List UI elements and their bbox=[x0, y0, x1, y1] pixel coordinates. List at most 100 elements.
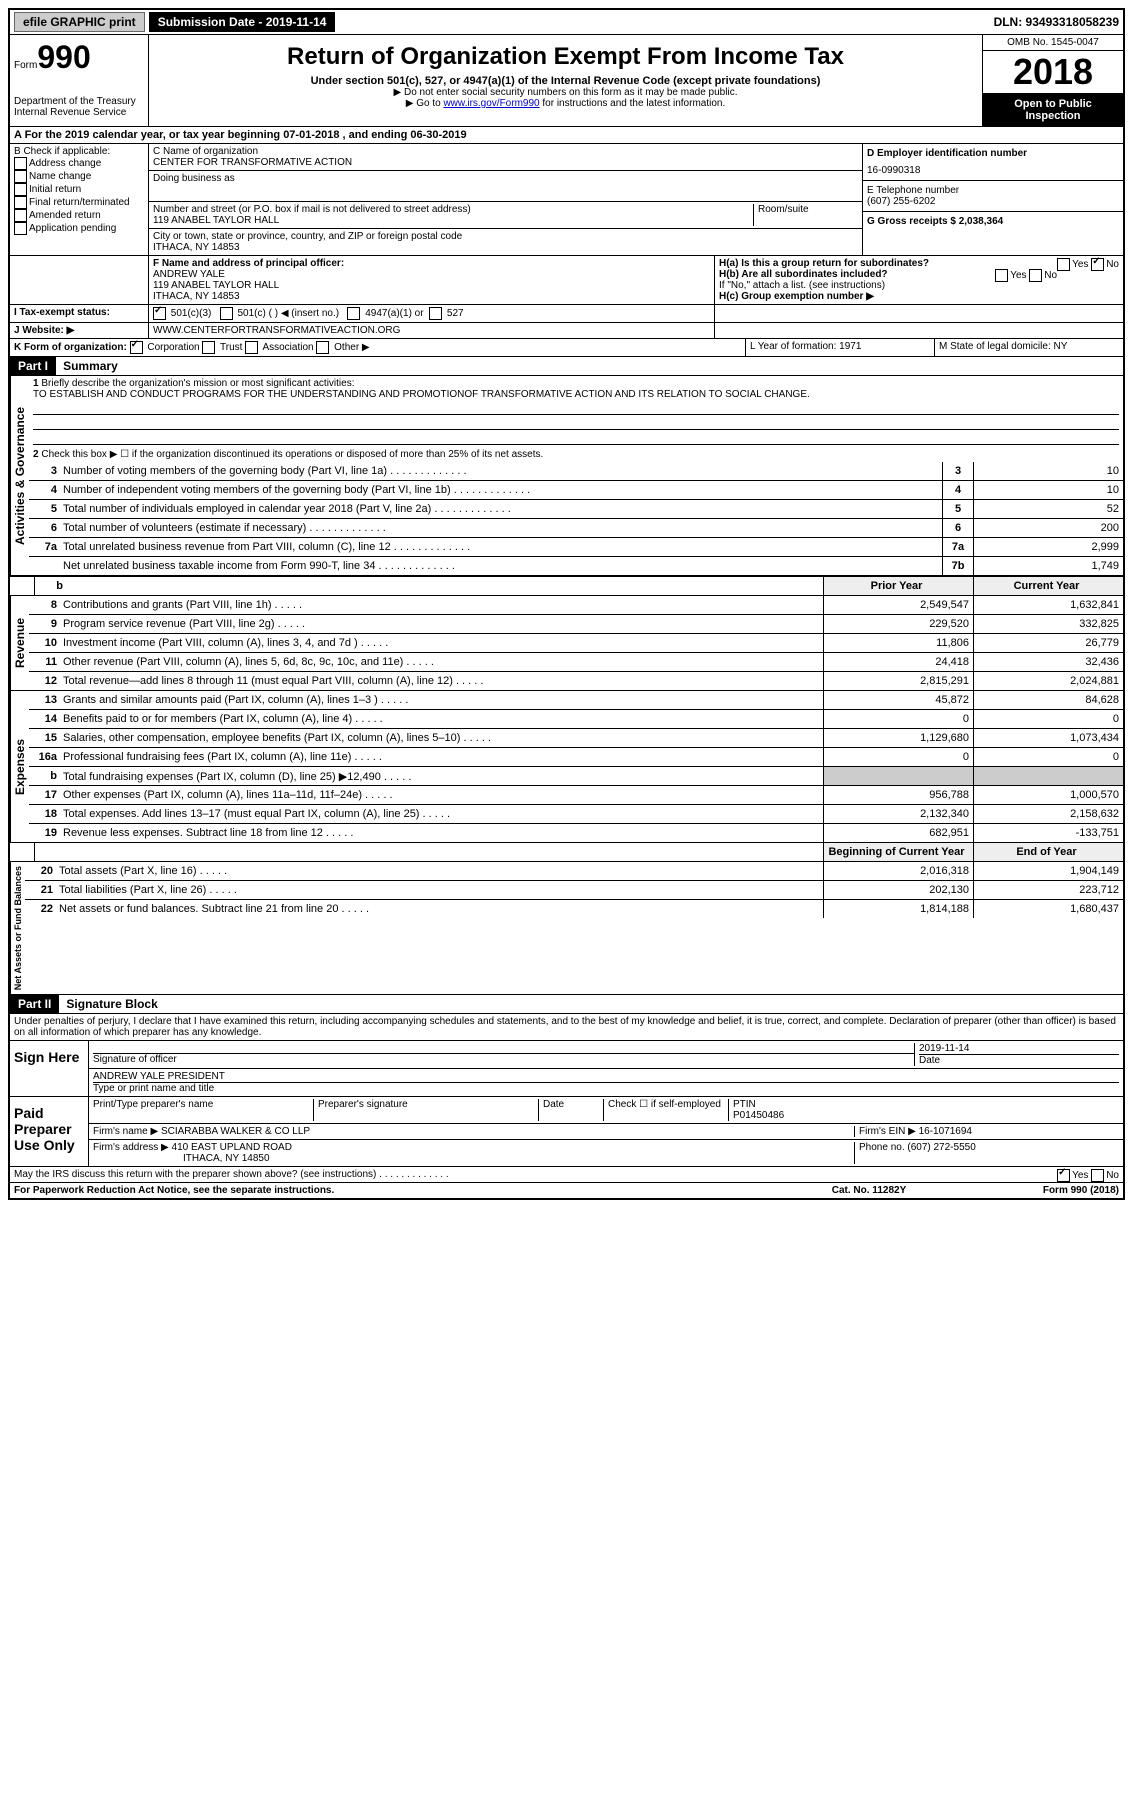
officer-name-title: ANDREW YALE PRESIDENT bbox=[93, 1071, 1119, 1082]
street-label: Number and street (or P.O. box if mail i… bbox=[153, 204, 749, 215]
website-value: WWW.CENTERFORTRANSFORMATIVEACTION.ORG bbox=[149, 323, 714, 338]
vert-revenue: Revenue bbox=[10, 596, 29, 690]
col-b-label: B Check if applicable: bbox=[14, 146, 144, 157]
efile-button[interactable]: efile GRAPHIC print bbox=[14, 12, 145, 32]
org-name: CENTER FOR TRANSFORMATIVE ACTION bbox=[153, 157, 858, 168]
year-formation: L Year of formation: 1971 bbox=[745, 339, 934, 356]
discuss-no[interactable] bbox=[1091, 1169, 1104, 1182]
paperwork-notice: For Paperwork Reduction Act Notice, see … bbox=[14, 1185, 769, 1196]
ha-no[interactable] bbox=[1091, 258, 1104, 271]
net-assets-section: Net Assets or Fund Balances 20Total asse… bbox=[10, 862, 1123, 995]
officer-label: F Name and address of principal officer: bbox=[153, 258, 710, 269]
officer-addr2: ITHACA, NY 14853 bbox=[153, 291, 710, 302]
hb-note: If "No," attach a list. (see instruction… bbox=[719, 280, 1119, 291]
perjury-declaration: Under penalties of perjury, I declare th… bbox=[10, 1014, 1123, 1041]
revenue-section: Revenue 8Contributions and grants (Part … bbox=[10, 596, 1123, 691]
col-c: C Name of organization CENTER FOR TRANSF… bbox=[149, 144, 862, 255]
top-bar: efile GRAPHIC print Submission Date - 20… bbox=[10, 10, 1123, 35]
city-value: ITHACA, NY 14853 bbox=[153, 242, 858, 253]
trust-check[interactable] bbox=[202, 341, 215, 354]
prep-date-label: Date bbox=[539, 1099, 604, 1121]
begin-year-hdr: Beginning of Current Year bbox=[823, 843, 973, 861]
cat-no: Cat. No. 11282Y bbox=[769, 1185, 969, 1196]
corp-check[interactable] bbox=[130, 341, 143, 354]
state-domicile: M State of legal domicile: NY bbox=[934, 339, 1123, 356]
officer-name: ANDREW YALE bbox=[153, 269, 710, 280]
form-version: Form 990 (2018) bbox=[969, 1185, 1119, 1196]
form-number: 990 bbox=[37, 39, 90, 75]
ha-yes[interactable] bbox=[1057, 258, 1070, 271]
assoc-check[interactable] bbox=[245, 341, 258, 354]
ein-label: D Employer identification number bbox=[867, 148, 1119, 159]
tax-year: 2018 bbox=[983, 51, 1123, 94]
ein-value: 16-0990318 bbox=[867, 165, 1119, 176]
form-title: Return of Organization Exempt From Incom… bbox=[153, 43, 978, 71]
public-inspection: Open to Public Inspection bbox=[983, 94, 1123, 126]
submission-date: Submission Date - 2019-11-14 bbox=[149, 12, 336, 32]
vert-expenses: Expenses bbox=[10, 691, 29, 842]
current-year-hdr: Current Year bbox=[973, 577, 1123, 595]
instructions-note: ▶ Go to www.irs.gov/Form990 for instruct… bbox=[153, 98, 978, 109]
form-subtitle: Under section 501(c), 527, or 4947(a)(1)… bbox=[153, 75, 978, 87]
col-b: B Check if applicable: Address change Na… bbox=[10, 144, 149, 255]
mission-text: TO ESTABLISH AND CONDUCT PROGRAMS FOR TH… bbox=[33, 389, 1119, 400]
dept-treasury: Department of the Treasury bbox=[14, 96, 144, 107]
self-employed-check[interactable]: Check ☐ if self-employed bbox=[604, 1099, 729, 1121]
501c3-check[interactable] bbox=[153, 307, 166, 320]
date-label: Date bbox=[919, 1054, 1119, 1066]
omb-number: OMB No. 1545-0047 bbox=[983, 35, 1123, 51]
prep-sig-label: Preparer's signature bbox=[314, 1099, 539, 1121]
address-change-check[interactable] bbox=[14, 157, 27, 170]
app-pending-check[interactable] bbox=[14, 222, 27, 235]
row-k: K Form of organization: Corporation Trus… bbox=[10, 339, 1123, 357]
col-d: D Employer identification number 16-0990… bbox=[862, 144, 1123, 255]
form-prefix: Form bbox=[14, 60, 37, 71]
prep-name-label: Print/Type preparer's name bbox=[93, 1099, 314, 1121]
hb-no[interactable] bbox=[1029, 269, 1042, 282]
vert-netassets: Net Assets or Fund Balances bbox=[10, 862, 25, 994]
initial-return-check[interactable] bbox=[14, 183, 27, 196]
hb-label: H(b) Are all subordinates included? bbox=[719, 269, 888, 280]
part1-header: Part I Summary bbox=[10, 357, 1123, 376]
final-return-check[interactable] bbox=[14, 196, 27, 209]
ssn-note: ▶ Do not enter social security numbers o… bbox=[153, 87, 978, 98]
name-change-check[interactable] bbox=[14, 170, 27, 183]
header: Form990 Department of the Treasury Inter… bbox=[10, 35, 1123, 127]
phone-label: E Telephone number bbox=[867, 185, 1119, 196]
section-bcd: B Check if applicable: Address change Na… bbox=[10, 144, 1123, 256]
sign-here-label: Sign Here bbox=[10, 1041, 89, 1096]
irs-link[interactable]: www.irs.gov/Form990 bbox=[443, 98, 539, 109]
part2-header: Part II Signature Block bbox=[10, 995, 1123, 1014]
org-name-label: C Name of organization bbox=[153, 146, 858, 157]
vert-activities: Activities & Governance bbox=[10, 376, 29, 575]
sig-officer-label: Signature of officer bbox=[93, 1053, 914, 1065]
hc-label: H(c) Group exemption number ▶ bbox=[719, 291, 874, 302]
phone-value: (607) 255-6202 bbox=[867, 196, 1119, 207]
mission-label: Briefly describe the organization's miss… bbox=[41, 378, 354, 389]
4947-check[interactable] bbox=[347, 307, 360, 320]
officer-addr1: 119 ANABEL TAYLOR HALL bbox=[153, 280, 710, 291]
firm-phone: Phone no. (607) 272-5550 bbox=[854, 1142, 1119, 1164]
row-j: J Website: ▶ WWW.CENTERFORTRANSFORMATIVE… bbox=[10, 323, 1123, 339]
discuss-yes[interactable] bbox=[1057, 1169, 1070, 1182]
paid-preparer-label: Paid Preparer Use Only bbox=[10, 1097, 89, 1166]
501c-check[interactable] bbox=[220, 307, 233, 320]
hb-yes[interactable] bbox=[995, 269, 1008, 282]
activities-governance: Activities & Governance 1 Briefly descri… bbox=[10, 376, 1123, 576]
row-i: I Tax-exempt status: 501(c)(3) 501(c) ( … bbox=[10, 305, 1123, 323]
footer: For Paperwork Reduction Act Notice, see … bbox=[10, 1183, 1123, 1198]
gross-receipts: G Gross receipts $ 2,038,364 bbox=[867, 216, 1119, 227]
other-check[interactable] bbox=[316, 341, 329, 354]
527-check[interactable] bbox=[429, 307, 442, 320]
signature-block: Under penalties of perjury, I declare th… bbox=[10, 1014, 1123, 1183]
expenses-section: Expenses 13Grants and similar amounts pa… bbox=[10, 691, 1123, 843]
discuss-label: May the IRS discuss this return with the… bbox=[14, 1169, 376, 1180]
end-year-hdr: End of Year bbox=[973, 843, 1123, 861]
amended-return-check[interactable] bbox=[14, 209, 27, 222]
ptin-value: P01450486 bbox=[733, 1110, 784, 1121]
row-a-tax-year: A For the 2019 calendar year, or tax yea… bbox=[10, 127, 1123, 144]
street-value: 119 ANABEL TAYLOR HALL bbox=[153, 215, 749, 226]
city-label: City or town, state or province, country… bbox=[153, 231, 858, 242]
dln: DLN: 93493318058239 bbox=[994, 15, 1119, 29]
firm-addr: Firm's address ▶ 410 EAST UPLAND ROAD bbox=[93, 1142, 292, 1153]
